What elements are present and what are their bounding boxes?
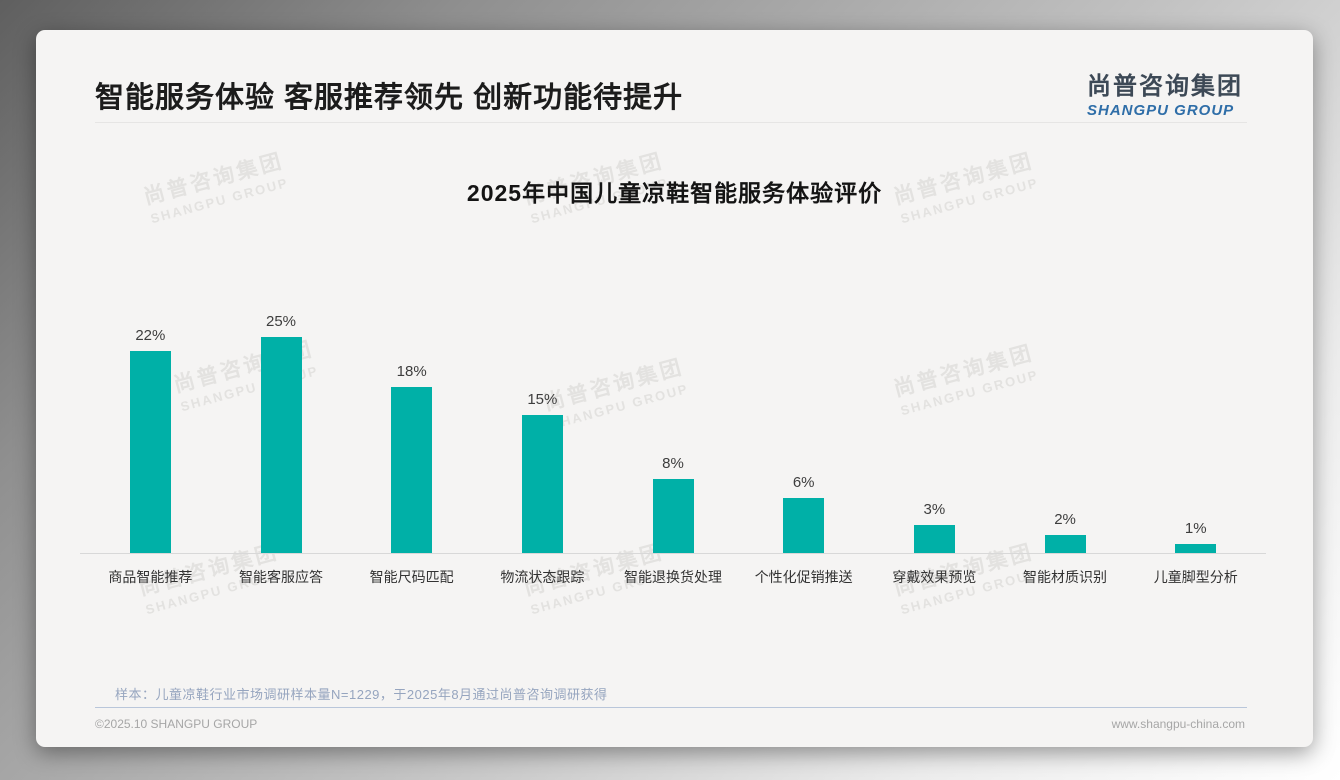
category-label: 智能客服应答 [239, 569, 323, 585]
bar-value-label: 25% [265, 313, 297, 330]
bar-value-label: 2% [1054, 511, 1076, 528]
bar-group: 2% [1000, 313, 1131, 553]
bar-value-label: 15% [527, 391, 558, 408]
category-label: 智能材质识别 [1023, 569, 1108, 585]
bar [913, 525, 955, 553]
bar-chart: 22% 25% 18% 15% 8% 6% 3% 2% 1% [85, 313, 1261, 553]
footer-divider [95, 707, 1247, 708]
category-label: 个性化促销推送 [754, 569, 853, 585]
bar [652, 479, 694, 553]
bar-group: 1% [1130, 313, 1261, 553]
page-title: 智能服务体验 客服推荐领先 创新功能待提升 [95, 82, 684, 114]
logo-english-text: SHANGPU GROUP [1087, 102, 1235, 119]
footer-copyright: ©2025.10 SHANGPU GROUP [95, 717, 258, 731]
bar-group: 18% [346, 313, 477, 553]
bar [260, 337, 302, 553]
bar-value-label: 6% [792, 474, 815, 491]
company-logo: 尚普咨询集团 SHANGPU GROUP [1087, 66, 1243, 119]
category-label: 儿童脚型分析 [1153, 569, 1238, 585]
bar-group: 8% [608, 313, 739, 553]
category-label: 商品智能推荐 [108, 569, 193, 585]
bar-group: 22% [85, 313, 216, 553]
bar [783, 498, 825, 553]
bar-value-label: 1% [1184, 520, 1207, 537]
bar-value-label: 22% [135, 327, 166, 344]
logo-chinese-text: 尚普咨询集团 [1087, 73, 1243, 100]
bar-group: 6% [738, 313, 869, 553]
slide-card: 尚普咨询集团 SHANGPU GROUP 尚普咨询集团 SHANGPU GROUP 尚普… [36, 30, 1313, 747]
bar [1175, 544, 1217, 553]
sample-footnote: 样本：儿童凉鞋行业市场调研样本量N=1229，于2025年8月通过尚普咨询调研获… [115, 687, 608, 702]
footer-website: www.shangpu-china.com [1111, 717, 1245, 731]
bar-value-label: 18% [396, 363, 427, 380]
category-label: 穿戴效果预览 [892, 569, 977, 585]
category-label: 智能尺码匹配 [369, 569, 454, 585]
bar [521, 415, 563, 553]
bar-group: 25% [216, 313, 347, 553]
chart-title: 2025年中国儿童凉鞋智能服务体验评价 [466, 180, 883, 206]
bar [391, 387, 433, 553]
bar-group: 15% [477, 313, 608, 553]
title-divider [95, 122, 1247, 123]
category-axis: 商品智能推荐 智能客服应答 智能尺码匹配 物流状态跟踪 智能退换货处理 个性化促销推送 穿戴… [85, 567, 1261, 587]
x-axis-line [80, 553, 1266, 554]
bar [129, 351, 171, 553]
bar [1044, 535, 1086, 553]
category-label: 智能退换货处理 [624, 569, 723, 585]
bar-value-label: 8% [662, 455, 684, 472]
bar-value-label: 3% [923, 501, 946, 518]
bar-group: 3% [869, 313, 1000, 553]
category-label: 物流状态跟踪 [500, 569, 585, 585]
